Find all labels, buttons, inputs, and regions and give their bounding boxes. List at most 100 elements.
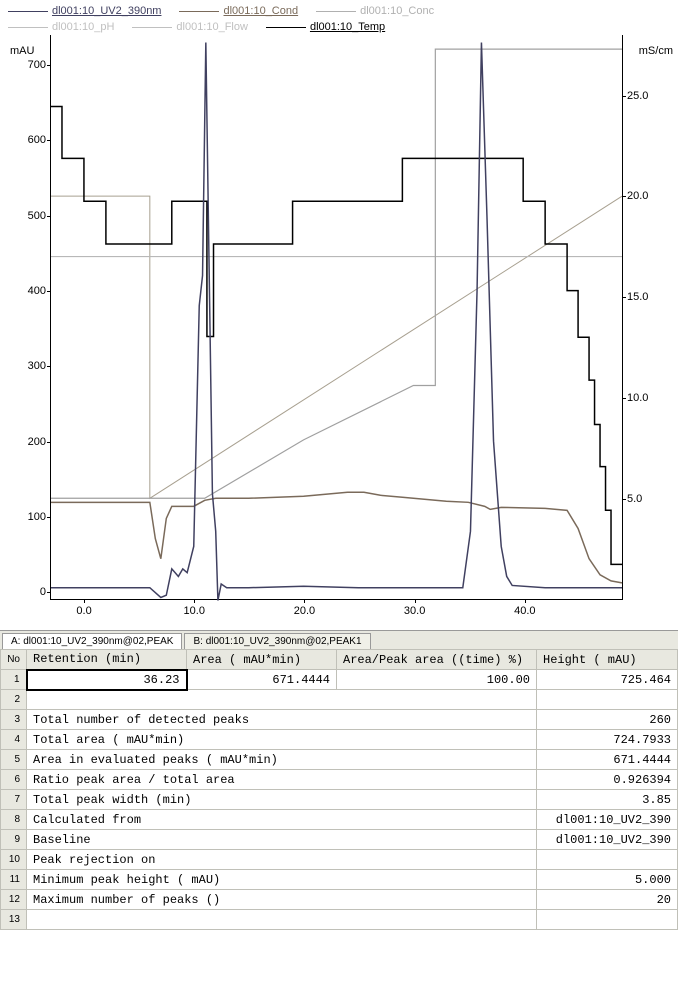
- table-row[interactable]: 9Baselinedl001:10_UV2_390: [1, 830, 678, 850]
- chart-legend: dl001:10_UV2_390nmdl001:10_Conddl001:10_…: [0, 0, 678, 35]
- summary-label: Area in evaluated peaks ( mAU*min): [27, 750, 537, 770]
- table-row[interactable]: 136.23671.4444100.00725.464: [1, 670, 678, 690]
- summary-value: [537, 850, 678, 870]
- legend-label: dl001:10_UV2_390nm: [52, 3, 161, 19]
- summary-value: dl001:10_UV2_390: [537, 810, 678, 830]
- row-number: 9: [1, 830, 27, 850]
- summary-value: 3.85: [537, 790, 678, 810]
- y-left-tick-label: 500: [11, 210, 46, 222]
- row-number: 13: [1, 910, 27, 930]
- y-left-tick-label: 600: [11, 134, 46, 146]
- x-tick-label: 30.0: [404, 605, 425, 617]
- summary-label: Maximum number of peaks (): [27, 890, 537, 910]
- table-row[interactable]: 4Total area ( mAU*min)724.7933: [1, 730, 678, 750]
- legend-item[interactable]: dl001:10_Cond: [179, 3, 298, 19]
- y-left-tick-label: 100: [11, 511, 46, 523]
- table-row[interactable]: 7Total peak width (min)3.85: [1, 790, 678, 810]
- table-row[interactable]: 11 Minimum peak height ( mAU)5.000: [1, 870, 678, 890]
- table-row[interactable]: 12 Maximum number of peaks ()20: [1, 890, 678, 910]
- summary-value: [537, 690, 678, 710]
- legend-item[interactable]: dl001:10_Conc: [316, 3, 434, 19]
- row-number: 4: [1, 730, 27, 750]
- peak-results-table: NoRetention (min)Area ( mAU*min)Area/Pea…: [0, 649, 678, 930]
- y-right-tick-label: 25.0: [627, 90, 657, 102]
- cell-value[interactable]: 671.4444: [187, 670, 337, 690]
- col-header[interactable]: Retention (min): [27, 650, 187, 670]
- result-tabs: A: dl001:10_UV2_390nm@02,PEAK B: dl001:1…: [0, 630, 678, 649]
- legend-swatch: [8, 27, 48, 28]
- summary-value: 260: [537, 710, 678, 730]
- summary-value: 0.926394: [537, 770, 678, 790]
- summary-label: Minimum peak height ( mAU): [27, 870, 537, 890]
- col-header[interactable]: Area ( mAU*min): [187, 650, 337, 670]
- legend-item[interactable]: dl001:10_Flow: [132, 19, 248, 35]
- summary-label: Total number of detected peaks: [27, 710, 537, 730]
- col-header[interactable]: Area/Peak area ((time) %): [337, 650, 537, 670]
- row-number: 11: [1, 870, 27, 890]
- summary-label: Ratio peak area / total area: [27, 770, 537, 790]
- x-tick-label: 10.0: [184, 605, 205, 617]
- row-number: 6: [1, 770, 27, 790]
- legend-item[interactable]: dl001:10_pH: [8, 19, 114, 35]
- plot-area[interactable]: 01002003004005006007005.010.015.020.025.…: [50, 35, 623, 600]
- legend-label: dl001:10_Conc: [360, 3, 434, 19]
- summary-label: Total peak width (min): [27, 790, 537, 810]
- series-cond: [51, 492, 622, 583]
- summary-value: 671.4444: [537, 750, 678, 770]
- table-row[interactable]: 10Peak rejection on: [1, 850, 678, 870]
- legend-swatch: [8, 11, 48, 12]
- app-frame: dl001:10_UV2_390nmdl001:10_Conddl001:10_…: [0, 0, 678, 930]
- y-left-tick-label: 200: [11, 436, 46, 448]
- y-left-tick-label: 400: [11, 285, 46, 297]
- legend-item[interactable]: dl001:10_UV2_390nm: [8, 3, 161, 19]
- summary-label: Baseline: [27, 830, 537, 850]
- col-header[interactable]: Height ( mAU): [537, 650, 678, 670]
- table-header-row: NoRetention (min)Area ( mAU*min)Area/Pea…: [1, 650, 678, 670]
- row-number: 7: [1, 790, 27, 810]
- col-rownum[interactable]: No: [1, 650, 27, 670]
- series-temp: [51, 196, 622, 498]
- row-number: 5: [1, 750, 27, 770]
- y-right-tick-label: 15.0: [627, 291, 657, 303]
- legend-swatch: [266, 27, 306, 28]
- table-row[interactable]: 13: [1, 910, 678, 930]
- cell-value[interactable]: 725.464: [537, 670, 678, 690]
- summary-label: [27, 910, 537, 930]
- y-right-unit-label: mS/cm: [639, 45, 673, 57]
- y-left-tick-label: 300: [11, 360, 46, 372]
- y-right-tick-label: 10.0: [627, 392, 657, 404]
- x-tick-label: 40.0: [514, 605, 535, 617]
- table-row[interactable]: 3Total number of detected peaks260: [1, 710, 678, 730]
- cell-value[interactable]: 36.23: [27, 670, 187, 690]
- legend-label: dl001:10_pH: [52, 19, 114, 35]
- legend-swatch: [179, 11, 219, 12]
- y-left-tick-label: 0: [11, 586, 46, 598]
- series-uv: [51, 43, 622, 601]
- legend-label: dl001:10_Temp: [310, 19, 385, 35]
- cell-value[interactable]: 100.00: [337, 670, 537, 690]
- table-row[interactable]: 8Calculated fromdl001:10_UV2_390: [1, 810, 678, 830]
- summary-value: dl001:10_UV2_390: [537, 830, 678, 850]
- row-number: 1: [1, 670, 27, 690]
- y-right-tick-label: 5.0: [627, 493, 657, 505]
- y-left-tick-label: 700: [11, 59, 46, 71]
- summary-label: [27, 690, 537, 710]
- chromatogram-chart: mAU mS/cm 01002003004005006007005.010.01…: [0, 35, 678, 630]
- table-row[interactable]: 5Area in evaluated peaks ( mAU*min)671.4…: [1, 750, 678, 770]
- table-row[interactable]: 2: [1, 690, 678, 710]
- legend-label: dl001:10_Cond: [223, 3, 298, 19]
- row-number: 8: [1, 810, 27, 830]
- legend-item[interactable]: dl001:10_Temp: [266, 19, 385, 35]
- summary-label: Peak rejection on: [27, 850, 537, 870]
- summary-value: 5.000: [537, 870, 678, 890]
- tab-peak-a[interactable]: A: dl001:10_UV2_390nm@02,PEAK: [2, 633, 182, 649]
- series-flow: [51, 106, 622, 564]
- x-tick-label: 20.0: [294, 605, 315, 617]
- row-number: 10: [1, 850, 27, 870]
- table-row[interactable]: 6Ratio peak area / total area0.926394: [1, 770, 678, 790]
- tab-peak-b[interactable]: B: dl001:10_UV2_390nm@02,PEAK1: [184, 633, 370, 649]
- summary-value: 20: [537, 890, 678, 910]
- row-number: 12: [1, 890, 27, 910]
- series-conc: [51, 49, 622, 498]
- x-tick-label: 0.0: [76, 605, 91, 617]
